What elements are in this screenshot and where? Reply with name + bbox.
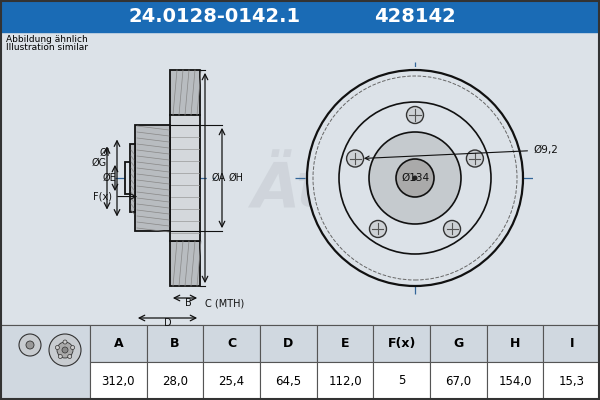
Bar [0, 0, 600, 32]
Circle shape [370, 220, 386, 238]
Bar [317, 325, 373, 362]
Bar [260, 362, 317, 400]
Text: Ø134: Ø134 [401, 173, 429, 183]
Text: ØI: ØI [100, 148, 110, 158]
Text: C: C [227, 337, 236, 350]
Circle shape [55, 346, 59, 350]
Text: I: I [569, 337, 574, 350]
Bar [0, 325, 90, 400]
Text: ØE: ØE [103, 173, 117, 183]
Circle shape [466, 150, 484, 167]
Text: B: B [185, 298, 191, 308]
Text: 28,0: 28,0 [162, 374, 188, 388]
Text: Äte: Äte [251, 160, 368, 220]
Bar [544, 362, 600, 400]
Text: 112,0: 112,0 [328, 374, 362, 388]
Text: G: G [453, 337, 463, 350]
Bar [146, 362, 203, 400]
Bar [146, 325, 203, 362]
Text: ØH: ØH [229, 173, 244, 183]
Bar [0, 32, 600, 325]
Text: 312,0: 312,0 [101, 374, 135, 388]
Bar [317, 362, 373, 400]
Bar [487, 325, 544, 362]
Text: 67,0: 67,0 [445, 374, 472, 388]
Circle shape [58, 354, 62, 358]
Circle shape [49, 334, 81, 366]
Text: 64,5: 64,5 [275, 374, 301, 388]
Bar [373, 325, 430, 362]
Text: A: A [113, 337, 123, 350]
Bar [430, 362, 487, 400]
Bar [260, 325, 317, 362]
Text: D: D [283, 337, 293, 350]
Text: 25,4: 25,4 [218, 374, 245, 388]
Bar [170, 70, 200, 115]
Text: 5: 5 [398, 374, 406, 388]
Text: Ø9,2: Ø9,2 [365, 145, 558, 160]
Text: F(x): F(x) [388, 337, 416, 350]
Bar [430, 325, 487, 362]
Bar [125, 162, 130, 194]
Text: D: D [164, 318, 172, 328]
Text: 428142: 428142 [374, 6, 456, 26]
Circle shape [413, 176, 417, 180]
Circle shape [19, 334, 41, 356]
Circle shape [347, 150, 364, 167]
Circle shape [63, 340, 67, 344]
Circle shape [57, 342, 73, 358]
Bar [130, 144, 135, 212]
Text: F(x): F(x) [93, 192, 112, 202]
Text: 15,3: 15,3 [559, 374, 584, 388]
Bar [135, 125, 170, 231]
Text: Illustration similar: Illustration similar [6, 43, 88, 52]
Circle shape [443, 220, 461, 238]
Bar [373, 362, 430, 400]
Text: ØG: ØG [92, 158, 107, 168]
Bar [544, 325, 600, 362]
Text: ØA: ØA [212, 173, 226, 183]
Text: B: B [170, 337, 180, 350]
Circle shape [68, 354, 72, 358]
Text: 154,0: 154,0 [498, 374, 532, 388]
Circle shape [396, 159, 434, 197]
Circle shape [369, 132, 461, 224]
Circle shape [407, 106, 424, 124]
Circle shape [26, 341, 34, 349]
Text: 24.0128-0142.1: 24.0128-0142.1 [129, 6, 301, 26]
Bar [0, 325, 600, 400]
Circle shape [71, 346, 74, 350]
Bar [90, 325, 146, 362]
Bar [203, 362, 260, 400]
Text: H: H [510, 337, 520, 350]
Bar [170, 241, 200, 286]
Text: C (MTH): C (MTH) [205, 298, 244, 308]
Bar [170, 115, 200, 241]
Bar [487, 362, 544, 400]
Text: E: E [341, 337, 349, 350]
Circle shape [307, 70, 523, 286]
Bar [90, 362, 146, 400]
Bar [203, 325, 260, 362]
Circle shape [62, 347, 68, 353]
Text: Abbildung ähnlich: Abbildung ähnlich [6, 35, 88, 44]
